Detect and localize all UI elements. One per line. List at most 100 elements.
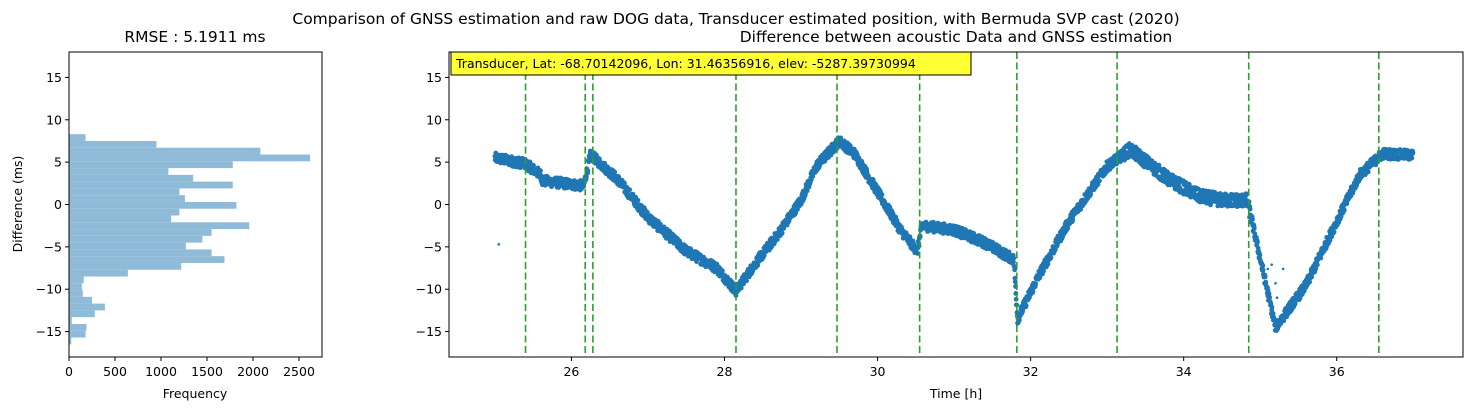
scatter-title: Difference between acoustic Data and GNS… [740, 28, 1173, 46]
histogram-bar [69, 147, 261, 155]
histogram-bar [69, 262, 182, 270]
scatter-point [838, 135, 844, 141]
scatter-outlier-point [1281, 267, 1285, 271]
scatter-point [779, 230, 785, 236]
histogram-bar [69, 303, 105, 311]
histogram-bar [69, 317, 72, 324]
scatter-points [492, 135, 1416, 334]
scatter-frame [448, 51, 1464, 358]
scatter-point [1070, 217, 1076, 223]
histogram-bar [69, 208, 180, 216]
histogram-bar [69, 337, 72, 345]
scatter-y-tick-label: −15 [416, 324, 442, 339]
scatter-point [644, 209, 650, 215]
scatter-point [1318, 255, 1324, 261]
histogram-y-tick-label: 15 [46, 70, 62, 85]
scatter-outlier-point [1260, 265, 1264, 268]
scatter-point [1266, 291, 1272, 297]
histogram-y-tick-label: −15 [36, 324, 62, 339]
histogram-y-tick-label: 10 [46, 112, 62, 127]
scatter-point [1331, 229, 1337, 235]
histogram-bar [69, 174, 194, 182]
scatter-x-tick-label: 28 [717, 364, 733, 379]
histogram-bar [69, 249, 212, 257]
histogram-bar [69, 181, 233, 189]
scatter-point [879, 192, 885, 197]
histogram-bar [69, 134, 86, 141]
scatter-point [1048, 255, 1054, 260]
histogram-bar [69, 283, 82, 291]
scatter-outlier-point [1266, 267, 1270, 271]
scatter-point [1270, 311, 1276, 316]
scatter-outlier-point [1274, 281, 1277, 285]
histogram-bar [69, 310, 95, 318]
histogram-y-tick-label: 5 [54, 155, 62, 170]
scatter-point [1260, 267, 1266, 273]
histogram-y-label: Difference (ms) [10, 156, 25, 253]
scatter-point [1327, 238, 1333, 243]
histogram-bar [69, 269, 128, 277]
histogram-bar [69, 195, 185, 202]
scatter-x-tick-label: 34 [1176, 364, 1192, 379]
histogram-bars [69, 134, 311, 345]
scatter-point [1329, 234, 1335, 240]
histogram-x-label: Frequency [163, 386, 228, 401]
histogram-y-tick-label: −5 [44, 239, 62, 254]
histogram-x-tick-label: 0 [65, 364, 73, 379]
scatter-point [804, 188, 810, 194]
scatter-point [622, 180, 627, 186]
scatter-point [1409, 155, 1415, 161]
histogram-y-ticks: −15 −10 −5 0 5 10 15 [36, 70, 69, 339]
scatter-point [1262, 274, 1268, 280]
scatter-point [1154, 169, 1160, 174]
scatter-point [1267, 294, 1273, 300]
scatter-point [744, 278, 749, 284]
histogram-bar [69, 242, 186, 250]
figure-suptitle: Comparison of GNSS estimation and raw DO… [292, 10, 1179, 28]
scatter-point [1011, 255, 1017, 261]
scatter-point [1269, 304, 1275, 310]
scatter-point [538, 168, 543, 174]
scatter-point [635, 197, 641, 203]
histogram-x-tick-label: 1000 [145, 364, 177, 379]
scatter-y-tick-label: 15 [426, 70, 442, 85]
histogram-bar [69, 323, 87, 331]
scatter-point [755, 262, 761, 268]
scatter-point [1030, 288, 1036, 294]
histogram-bar [69, 201, 237, 209]
scatter-point [915, 251, 921, 256]
scatter-point [1410, 150, 1416, 156]
histogram-bar [69, 235, 203, 243]
scatter-point [1365, 169, 1371, 175]
scatter-x-ticks: 26 28 30 32 34 36 [563, 357, 1345, 379]
scatter-point [1078, 207, 1084, 212]
histogram-bar [69, 330, 86, 338]
scatter-point [1255, 239, 1260, 245]
scatter-outlier-point [1275, 296, 1279, 299]
scatter-point [627, 187, 633, 193]
scatter-y-tick-label: 5 [434, 155, 442, 170]
scatter-x-tick-label: 26 [563, 364, 579, 379]
histogram-bar [69, 215, 172, 223]
scatter-point [612, 169, 618, 175]
annotation-box [450, 51, 972, 76]
scatter-point [1041, 268, 1046, 274]
scatter-outlier-point [1270, 263, 1273, 266]
scatter-point [1251, 225, 1257, 231]
scatter-point [1313, 266, 1319, 272]
histogram-bar [69, 296, 92, 304]
scatter-x-tick-label: 36 [1329, 364, 1345, 379]
histogram-x-tick-label: 2000 [237, 364, 269, 379]
scatter-x-tick-label: 30 [870, 364, 886, 379]
histogram-bar [69, 256, 225, 263]
scatter-point [990, 240, 996, 246]
scatter-point [775, 236, 780, 242]
histogram-title: RMSE : 5.1911 ms [124, 28, 265, 46]
scatter-y-tick-label: 0 [434, 197, 442, 212]
histogram-bar [69, 188, 180, 196]
histogram-bar [69, 168, 169, 175]
scatter-outlier-point [727, 286, 730, 289]
scatter-y-ticks: −15 −10 −5 0 5 10 15 [416, 70, 449, 339]
scatter-y-tick-label: 10 [426, 112, 442, 127]
scatter-outlier-point [497, 243, 501, 246]
